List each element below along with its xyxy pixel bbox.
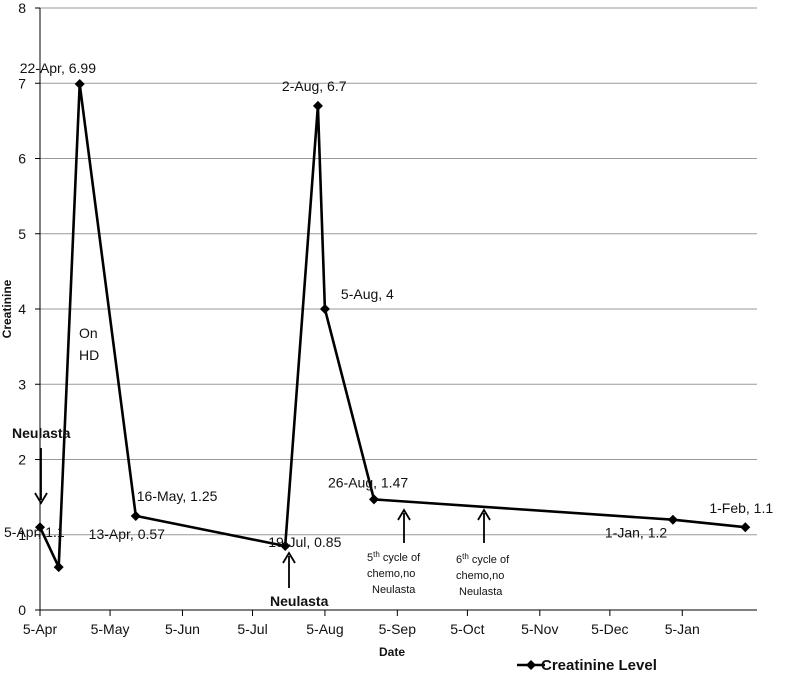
y-tick-label-8: 8 bbox=[18, 0, 26, 16]
data-point-26-Aug bbox=[368, 494, 379, 505]
x-tick-label-5-Apr: 5-Apr bbox=[23, 621, 58, 637]
data-point-22-Apr bbox=[74, 79, 85, 90]
data-point-1-Feb bbox=[740, 522, 751, 533]
x-tick-label-5-Nov: 5-Nov bbox=[521, 621, 558, 637]
data-point-5-Aug bbox=[319, 304, 330, 314]
data-label-1-Jan: 1-Jan, 1.2 bbox=[605, 525, 667, 541]
annotation-cycle6-line2: chemo,no bbox=[456, 570, 504, 582]
annotation-cycle6-line1: 6th cycle of bbox=[456, 552, 510, 566]
x-tick-label-5-Jul: 5-Jul bbox=[237, 621, 267, 637]
data-label-22-Apr: 22-Apr, 6.99 bbox=[20, 60, 96, 76]
x-tick-label-5-Aug: 5-Aug bbox=[306, 621, 343, 637]
legend: Creatinine Level bbox=[517, 657, 657, 674]
annotation-neulasta-top: Neulasta bbox=[12, 425, 71, 441]
data-label-5-Aug: 5-Aug, 4 bbox=[341, 286, 394, 302]
annotation-cycle5-line2: chemo,no bbox=[367, 568, 415, 580]
data-label-13-Apr: 13-Apr, 0.57 bbox=[89, 526, 165, 542]
x-tick-label-5-Dec: 5-Dec bbox=[591, 621, 628, 637]
data-point-19-Jul bbox=[280, 541, 291, 552]
data-point-2-Aug bbox=[312, 100, 323, 111]
data-label-1-Feb: 1-Feb, 1.1 bbox=[709, 500, 773, 516]
annotation-cycle5-line3: Neulasta bbox=[372, 584, 416, 596]
annotation-hd: HD bbox=[79, 347, 99, 363]
y-tick-label-7: 7 bbox=[18, 75, 26, 91]
x-tick-label-5-Sep: 5-Sep bbox=[379, 621, 417, 637]
x-axis-label: Date bbox=[379, 645, 405, 659]
legend-entry-creatinine: Creatinine Level bbox=[541, 657, 657, 674]
y-tick-label-1: 1 bbox=[18, 527, 26, 543]
annotation-on: On bbox=[79, 325, 98, 341]
x-tick-label-5-May: 5-May bbox=[91, 621, 130, 637]
data-point-1-Jan bbox=[667, 514, 678, 525]
data-point-16-May bbox=[130, 510, 141, 521]
data-label-2-Aug: 2-Aug, 6.7 bbox=[282, 78, 347, 94]
data-label-16-May: 16-May, 1.25 bbox=[137, 488, 218, 504]
annotations: Neulasta On HD Neulasta 5th cycle of che… bbox=[12, 325, 510, 609]
x-tick-label-5-Oct: 5-Oct bbox=[450, 621, 484, 637]
data-label-19-Jul: 19-Jul, 0.85 bbox=[268, 534, 341, 550]
annotation-cycle6-line3: Neulasta bbox=[459, 586, 503, 598]
legend-marker bbox=[526, 660, 536, 670]
gridlines bbox=[40, 7, 757, 536]
arrow-cycle6-head bbox=[477, 508, 491, 521]
data-point-5-Apr bbox=[35, 522, 45, 533]
data-labels: 5-Apr, 1.1 13-Apr, 0.57 22-Apr, 6.99 16-May… bbox=[4, 60, 773, 550]
arrow-neulasta-bottom-head bbox=[282, 551, 296, 564]
annotation-cycle5-line1: 5th cycle of bbox=[367, 550, 421, 564]
y-tick-label-2: 2 bbox=[18, 452, 26, 468]
y-tick-label-5: 5 bbox=[18, 226, 26, 242]
x-axis-ticks: 5-Apr 5-May 5-Jun 5-Jul 5-Aug 5-Sep 5-Oct 5-Nov… bbox=[23, 610, 700, 637]
data-label-5-Apr: 5-Apr, 1.1 bbox=[4, 524, 65, 540]
y-axis-ticks: 0 1 2 3 4 5 6 7 8 bbox=[18, 0, 40, 618]
x-tick-label-5-Jan: 5-Jan bbox=[665, 621, 700, 637]
data-label-26-Aug: 26-Aug, 1.47 bbox=[328, 474, 408, 490]
y-tick-label-3: 3 bbox=[18, 376, 26, 392]
annotation-neulasta-bottom: Neulasta bbox=[270, 593, 329, 609]
y-tick-label-4: 4 bbox=[18, 301, 26, 317]
data-point-13-Apr bbox=[53, 562, 64, 573]
y-tick-label-0: 0 bbox=[18, 602, 26, 618]
y-axis-label: Creatinine bbox=[0, 279, 14, 338]
x-tick-label-5-Jun: 5-Jun bbox=[165, 621, 200, 637]
arrow-cycle5-head bbox=[397, 508, 411, 521]
y-tick-label-6: 6 bbox=[18, 151, 26, 167]
arrow-neulasta-top-head bbox=[34, 492, 48, 505]
series-creatinine bbox=[35, 79, 751, 573]
series-line-creatinine bbox=[38, 82, 746, 569]
